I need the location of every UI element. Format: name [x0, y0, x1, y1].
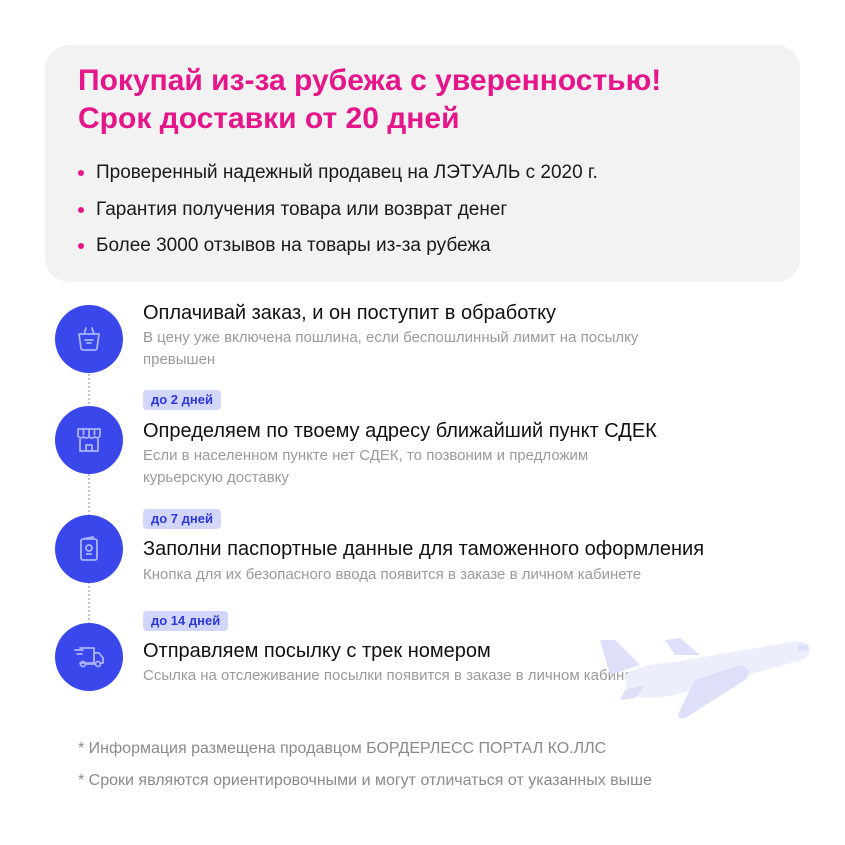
delivery-truck-icon	[55, 623, 123, 691]
info-card	[45, 45, 800, 282]
step-4-subtitle: Ссылка на отслеживание посылки появится …	[143, 667, 648, 684]
airplane-illustration	[600, 638, 810, 719]
footnote-terms: * Сроки являются ориентировочными и могу…	[78, 772, 652, 789]
step-1-title: Оплачивай заказ, и он поступит в обработ…	[143, 302, 557, 324]
footnote-seller: * Информация размещена продавцом БОРДЕРЛ…	[78, 740, 607, 757]
store-icon	[55, 406, 123, 474]
benefits-list: Проверенный надежный продавец на ЛЭТУАЛЬ…	[78, 158, 598, 268]
step-4-title: Отправляем посылку с трек номером	[143, 640, 491, 662]
headline-line-1: Покупай из-за рубежа с уверенностью!	[78, 64, 662, 97]
step-2-badge: до 2 дней	[143, 390, 221, 410]
step-3-title: Заполни паспортные данные для таможенног…	[143, 538, 705, 560]
benefit-item: Гарантия получения товара или возврат де…	[78, 195, 598, 232]
step-3-subtitle: Кнопка для их безопасного ввода появится…	[143, 566, 642, 583]
step-3-badge: до 7 дней	[143, 509, 221, 529]
passport-icon	[55, 515, 123, 583]
benefit-item: Более 3000 отзывов на товары из-за рубеж…	[78, 231, 598, 268]
timeline-connector	[88, 370, 90, 640]
step-2-subtitle: Если в населенном пункте нет СДЕК, то по…	[143, 447, 589, 486]
headline: Покупай из-за рубежа с уверенностью! Срок…	[78, 62, 661, 138]
step-2-title: Определяем по твоему адресу ближайший пу…	[143, 420, 657, 442]
step-1-subtitle: В цену уже включена пошлина, если беспош…	[143, 329, 639, 368]
headline-line-2: Срок доставки от 20 дней	[78, 102, 460, 135]
benefit-item: Проверенный надежный продавец на ЛЭТУАЛЬ…	[78, 158, 598, 195]
basket-icon	[55, 305, 123, 373]
step-4-badge: до 14 дней	[143, 611, 229, 631]
